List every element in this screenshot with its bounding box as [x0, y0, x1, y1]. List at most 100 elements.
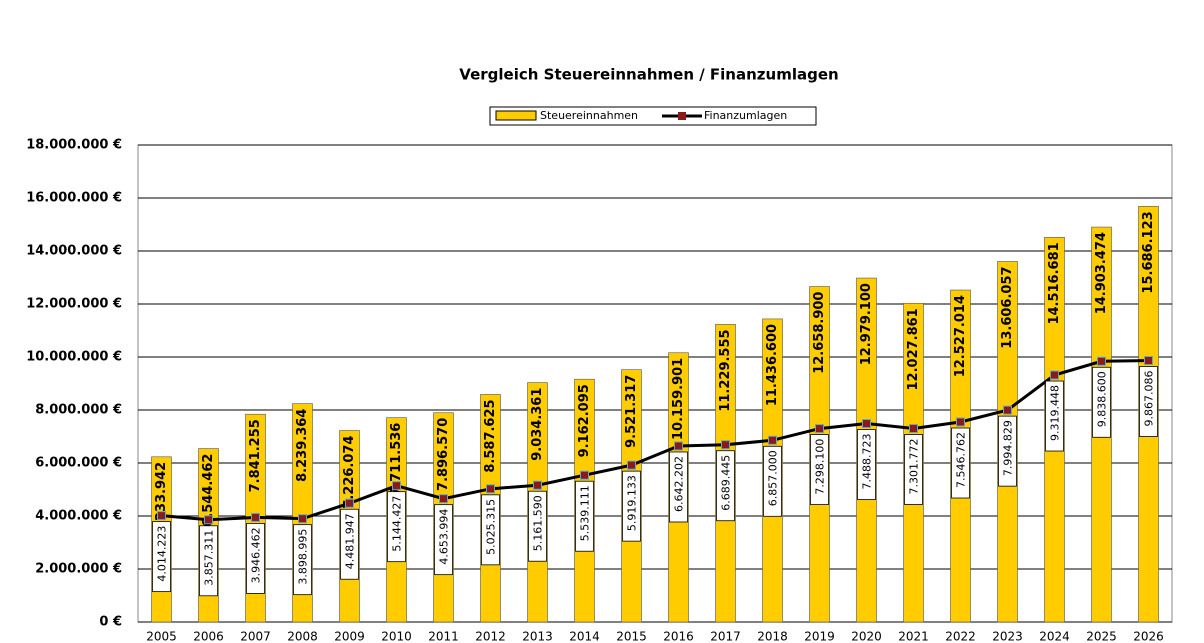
- x-tick-label: 2006: [193, 630, 224, 643]
- line-label-box: [622, 470, 641, 542]
- line-value-label: 5.539.111: [579, 485, 592, 541]
- line-marker: [674, 441, 683, 451]
- line-value-label: 7.546.762: [955, 432, 968, 488]
- line-label-box: [387, 491, 406, 563]
- x-tick-label: 2025: [1086, 630, 1117, 643]
- line-marker: [627, 460, 636, 470]
- line-label-box: [199, 525, 218, 597]
- line-value-label: 7.298.100: [814, 439, 827, 495]
- x-tick-label: 2011: [428, 630, 459, 643]
- y-tick-label: 8.000.000 €: [35, 403, 122, 418]
- x-tick-label: 2010: [381, 630, 412, 643]
- line-marker: [204, 515, 213, 525]
- line-value-label: 6.689.445: [720, 455, 733, 511]
- x-tick-label: 2024: [1039, 630, 1070, 643]
- line-value-label: 9.838.600: [1096, 371, 1109, 427]
- line-value-label: 9.867.086: [1143, 371, 1156, 427]
- line-label-box: [998, 415, 1017, 487]
- bar-value-label: 14.903.474: [1094, 232, 1109, 314]
- bar-value-label: 11.436.600: [765, 324, 780, 406]
- bar-value-label: 12.027.861: [906, 308, 921, 390]
- bar-value-label: 11.229.555: [718, 329, 733, 411]
- x-tick-label: 2018: [757, 630, 788, 643]
- y-tick-label: 10.000.000 €: [26, 350, 122, 365]
- x-tick-label: 2021: [898, 630, 929, 643]
- line-label-box: [434, 504, 453, 576]
- line-marker: [1097, 356, 1106, 366]
- line-value-label: 4.653.994: [438, 509, 451, 565]
- line-marker: [862, 419, 871, 429]
- line-label-box: [1139, 366, 1158, 437]
- bar-value-label: 14.516.681: [1047, 242, 1062, 324]
- line-value-label: 5.025.315: [485, 499, 498, 555]
- line-value-label: 3.946.462: [250, 527, 263, 583]
- x-tick-label: 2026: [1133, 630, 1164, 643]
- bar-value-label: 9.034.361: [530, 388, 545, 461]
- x-tick-label: 2017: [710, 630, 741, 643]
- line-value-label: 6.642.202: [673, 456, 686, 512]
- line-marker: [1144, 356, 1153, 366]
- line-label-box: [293, 524, 312, 596]
- line-marker: [1003, 405, 1012, 415]
- line-label-box: [246, 523, 265, 594]
- bar-value-label: 7.711.536: [389, 423, 404, 496]
- y-tick-label: 14.000.000 €: [26, 244, 122, 259]
- bar-value-label: 9.521.317: [624, 375, 639, 448]
- line-value-label: 9.319.448: [1049, 385, 1062, 441]
- line-value-label: 6.857.000: [767, 450, 780, 506]
- x-tick-label: 2013: [522, 630, 553, 643]
- bar-value-label: 7.226.074: [342, 436, 357, 509]
- line-label-box: [152, 521, 171, 593]
- line-value-label: 4.014.223: [156, 526, 169, 582]
- x-tick-label: 2008: [287, 630, 318, 643]
- bar-value-label: 12.979.100: [859, 283, 874, 365]
- line-marker: [157, 511, 166, 521]
- line-marker: [392, 481, 401, 491]
- bar-value-label: 15.686.123: [1141, 211, 1156, 293]
- bar-value-label: 9.162.095: [577, 384, 592, 457]
- line-label-box: [481, 494, 500, 566]
- line-label-box: [1045, 380, 1064, 452]
- x-tick-label: 2012: [475, 630, 506, 643]
- line-marker: [956, 417, 965, 427]
- line-label-box: [716, 450, 735, 522]
- line-value-label: 4.481.947: [344, 513, 357, 569]
- x-tick-label: 2009: [334, 630, 365, 643]
- line-value-label: 7.301.772: [908, 439, 921, 495]
- legend-swatch: [495, 110, 537, 121]
- line-value-label: 7.488.723: [861, 434, 874, 490]
- y-tick-label: 4.000.000 €: [35, 509, 122, 524]
- x-tick-label: 2022: [945, 630, 976, 643]
- line-marker: [815, 424, 824, 434]
- line-value-label: 5.144.427: [391, 496, 404, 552]
- bar-value-label: 8.587.625: [483, 399, 498, 472]
- line-marker: [1050, 370, 1059, 380]
- bar-value-label: 12.658.900: [812, 292, 827, 374]
- x-tick-label: 2016: [663, 630, 694, 643]
- bar-value-label: 8.239.364: [295, 409, 310, 482]
- line-marker: [580, 470, 589, 480]
- line-label-box: [857, 429, 876, 500]
- chart-title: Vergleich Steuereinnahmen / Finanzumlage…: [459, 66, 838, 84]
- line-label-box: [340, 508, 359, 580]
- line-label-box: [575, 480, 594, 552]
- line-value-label: 3.857.311: [203, 530, 216, 586]
- line-marker: [721, 440, 730, 450]
- x-tick-label: 2005: [146, 630, 177, 643]
- bar-value-label: 7.841.255: [248, 419, 263, 492]
- bar-value-label: 10.159.901: [671, 358, 686, 440]
- y-tick-label: 12.000.000 €: [26, 297, 122, 312]
- y-tick-label: 16.000.000 €: [26, 191, 122, 206]
- line-label-box: [810, 434, 829, 506]
- legend-marker: [678, 112, 686, 120]
- line-marker: [909, 424, 918, 434]
- bar-value-label: 7.896.570: [436, 418, 451, 491]
- bar-value-label: 13.606.057: [1000, 266, 1015, 348]
- line-label-box: [528, 490, 547, 562]
- line-marker: [768, 435, 777, 445]
- line-marker: [533, 480, 542, 490]
- x-tick-label: 2023: [992, 630, 1023, 643]
- bar-value-label: 6.544.462: [201, 454, 216, 527]
- x-tick-label: 2020: [851, 630, 882, 643]
